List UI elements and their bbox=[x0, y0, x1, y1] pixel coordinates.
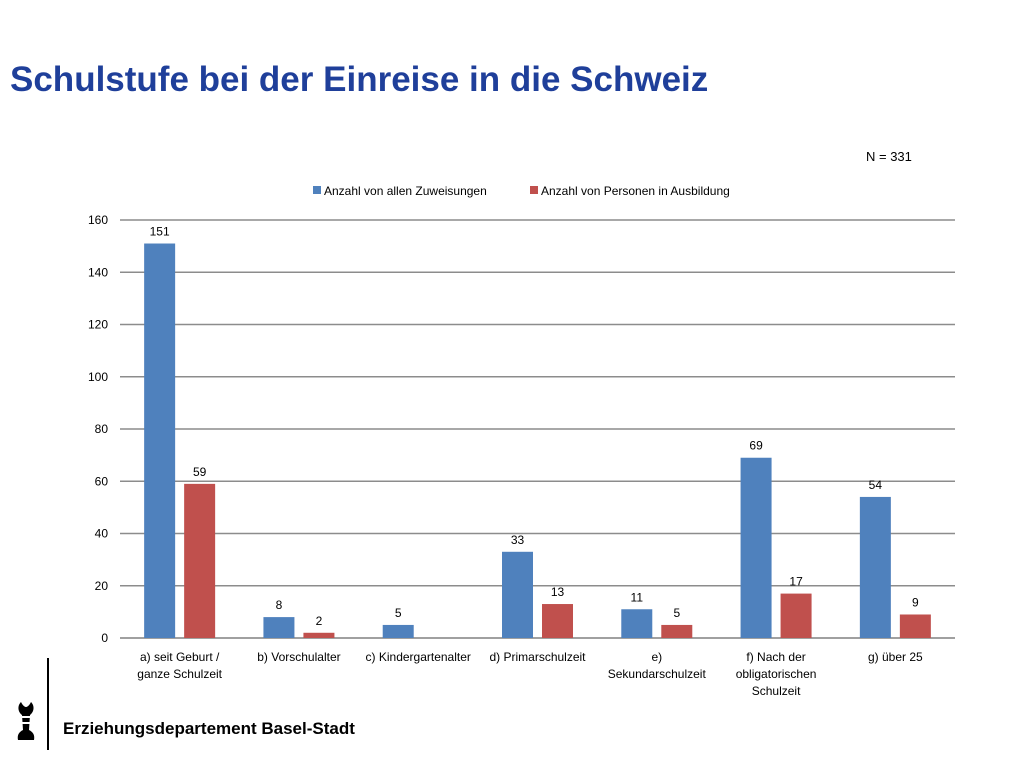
data-label: 2 bbox=[316, 614, 323, 628]
chart-gridlines bbox=[120, 219, 955, 639]
x-tick-label: ganze Schulzeit bbox=[137, 667, 222, 681]
data-label: 5 bbox=[673, 606, 680, 620]
y-tick-label: 100 bbox=[88, 370, 108, 384]
bar-series-2 bbox=[184, 483, 216, 638]
bar-series-2 bbox=[899, 614, 931, 638]
legend-swatch bbox=[313, 186, 321, 194]
y-axis: 0 20 40 60 80 100 120 140 160 bbox=[88, 213, 108, 645]
legend-label: Anzahl von allen Zuweisungen bbox=[324, 184, 487, 198]
legend-swatch bbox=[530, 186, 538, 194]
bar-series-1 bbox=[859, 496, 891, 638]
bar-series-1 bbox=[382, 624, 414, 638]
data-labels: 151 8 5 33 11 69 54 59 2 13 5 17 9 bbox=[150, 225, 919, 628]
data-label: 151 bbox=[150, 225, 170, 239]
bar-series-1 bbox=[740, 457, 772, 638]
y-tick-label: 0 bbox=[101, 631, 108, 645]
data-label: 69 bbox=[749, 439, 763, 453]
y-tick-label: 60 bbox=[95, 474, 109, 488]
data-label: 54 bbox=[869, 478, 883, 492]
chart-bars bbox=[144, 243, 931, 638]
x-tick-label: c) Kindergartenalter bbox=[366, 650, 471, 664]
x-tick-label: b) Vorschulalter bbox=[257, 650, 340, 664]
bar-series-2 bbox=[661, 624, 693, 638]
x-tick-label: Sekundarschulzeit bbox=[608, 667, 707, 681]
bar-series-2 bbox=[303, 632, 335, 638]
data-label: 17 bbox=[789, 575, 803, 589]
x-tick-label: e) bbox=[651, 650, 662, 664]
data-label: 11 bbox=[631, 590, 644, 604]
x-tick-label: f) Nach der bbox=[746, 650, 805, 664]
footer-department: Erziehungsdepartement Basel-Stadt bbox=[63, 719, 355, 738]
data-label: 59 bbox=[193, 465, 207, 479]
sample-size-label: N = 331 bbox=[866, 149, 912, 164]
bar-series-1 bbox=[263, 617, 295, 638]
legend-label: Anzahl von Personen in Ausbildung bbox=[541, 184, 730, 198]
data-label: 33 bbox=[511, 533, 525, 547]
data-label: 8 bbox=[276, 598, 283, 612]
y-tick-label: 80 bbox=[95, 422, 109, 436]
x-axis: a) seit Geburt / ganze Schulzeit b) Vorsch… bbox=[137, 650, 923, 698]
page-title: Schulstufe bei der Einreise in die Schwe… bbox=[10, 60, 709, 99]
bar-series-1 bbox=[621, 609, 653, 638]
y-tick-label: 140 bbox=[88, 265, 108, 279]
data-label: 5 bbox=[395, 606, 402, 620]
y-tick-label: 20 bbox=[95, 579, 109, 593]
basel-crest-icon bbox=[17, 702, 35, 740]
data-label: 9 bbox=[912, 595, 919, 609]
data-label: 13 bbox=[551, 585, 565, 599]
x-tick-label: d) Primarschulzeit bbox=[489, 650, 586, 664]
chart-legend: Anzahl von allen Zuweisungen Anzahl von P… bbox=[313, 184, 730, 198]
y-tick-label: 40 bbox=[95, 527, 109, 541]
footer-divider bbox=[47, 658, 49, 750]
bar-series-2 bbox=[542, 604, 573, 638]
x-tick-label: a) seit Geburt / bbox=[140, 650, 220, 664]
bar-series-1 bbox=[144, 243, 176, 638]
x-tick-label: Schulzeit bbox=[752, 684, 801, 698]
y-tick-label: 160 bbox=[88, 213, 108, 227]
y-tick-label: 120 bbox=[88, 318, 108, 332]
x-tick-label: g) über 25 bbox=[868, 650, 923, 664]
bar-series-1 bbox=[502, 551, 533, 638]
x-tick-label: obligatorischen bbox=[736, 667, 817, 681]
bar-series-2 bbox=[780, 593, 812, 638]
